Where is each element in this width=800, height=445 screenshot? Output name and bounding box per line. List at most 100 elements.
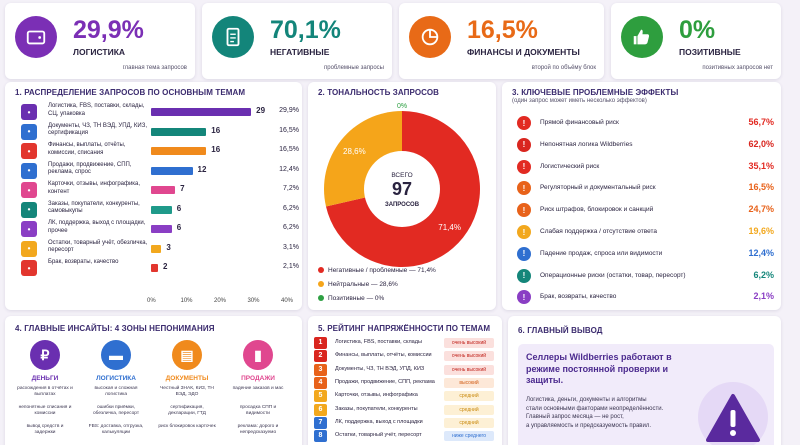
donut-center-bottom: ЗАПРОСОВ bbox=[385, 202, 420, 208]
ruble-icon: ₽ bbox=[30, 340, 60, 370]
tension-level-badge: средний bbox=[444, 417, 494, 428]
zone-title: ЛОГИСТИКА bbox=[96, 375, 136, 382]
conclusion-panel: 6. ГЛАВНЫЙ ВЫВОД Селлеры Wildberries раб… bbox=[508, 316, 781, 445]
rank-row: 6 Заказы, покупатели, конкуренты средний bbox=[312, 403, 496, 417]
slice-label: 71,4% bbox=[438, 223, 461, 232]
legend-item-positive: Позитивные — 0% bbox=[318, 295, 384, 302]
axis-tick-label: 10% bbox=[180, 298, 193, 304]
kpi-subtitle: второй по объёму блок bbox=[531, 65, 596, 71]
zone-item: Честный ЗНАК, КИЗ, ТН ВЭД, ЭДО bbox=[160, 386, 214, 397]
section-title: 4. ГЛАВНЫЕ ИНСАЙТЫ: 4 ЗОНЫ НЕПОНИМАНИЯ bbox=[15, 324, 215, 333]
zone-item: реклама: дорого и непредсказуемо bbox=[237, 424, 279, 435]
document-icon bbox=[212, 16, 254, 58]
effect-label: Логистический риск bbox=[540, 162, 600, 170]
chat-icon: ! bbox=[517, 225, 531, 239]
warning-icon: ! bbox=[517, 203, 531, 218]
slice-label: 28,6% bbox=[343, 147, 366, 156]
bar-value-label: 2,1% bbox=[283, 263, 299, 270]
kpi-card-2: 16,5% ФИНАНСЫ И ДОКУМЕНТЫ второй по объё… bbox=[399, 3, 604, 79]
wallet-icon: ! bbox=[517, 116, 531, 130]
kpi-card-3: 0% ПОЗИТИВНЫЕ позитивных запросов нет bbox=[611, 3, 781, 79]
effect-row: ! Операционные риски (остатки, товар, пер… bbox=[512, 267, 780, 287]
donut-center-value: 97 bbox=[392, 179, 412, 199]
rank-number: 6 bbox=[314, 403, 327, 416]
bar-label: Финансы, выплаты, отчёты, комиссии, спис… bbox=[48, 142, 126, 156]
conclusion-line: Логистика, деньги, документы и алгоритмы bbox=[526, 397, 647, 403]
bar-row: • Остатки, товарный учёт, обезличка, пере… bbox=[5, 239, 305, 259]
rank-label: Остатки, товарный учёт, пересорт bbox=[335, 432, 422, 439]
effect-row: ! Слабая поддержка / отсутствие ответа 19,… bbox=[512, 223, 780, 243]
bar-chart: • Логистика, FBS, поставки, склады, СЦ, у… bbox=[5, 102, 305, 304]
category-icon: • bbox=[21, 162, 37, 179]
category-icon: • bbox=[21, 104, 37, 120]
bar-row: • Финансы, выплаты, отчёты, комиссии, спи… bbox=[5, 141, 305, 161]
bar-value-label: 3,1% bbox=[283, 243, 299, 251]
zone-item: падение заказов и мас bbox=[232, 386, 284, 391]
bar-row: • Логистика, FBS, поставки, склады, СЦ, у… bbox=[5, 102, 305, 122]
effect-row: ! Логистический риск 35,1% bbox=[512, 158, 780, 178]
tension-level-badge: ниже среднего bbox=[444, 431, 494, 442]
effect-label: Непонятная логика Wildberries bbox=[540, 140, 633, 148]
kpi-card-0: 29,9% ЛОГИСТИКА главная тема запросов bbox=[5, 3, 195, 79]
effect-value: 16,5% bbox=[748, 182, 774, 193]
truck-icon: ▬ bbox=[101, 340, 131, 370]
effect-value: 6,2% bbox=[753, 269, 774, 280]
rank-row: 8 Остатки, товарный учёт, пересорт ниже ср… bbox=[312, 430, 496, 443]
zone-item: сертификация, декларации, ГТД bbox=[168, 405, 206, 416]
bar bbox=[151, 244, 162, 253]
rank-number: 3 bbox=[314, 363, 327, 376]
conclusion-body: Логистика, деньги, документы и алгоритмы… bbox=[526, 396, 701, 430]
pie-chart-icon bbox=[409, 16, 451, 58]
bar-count: 7 bbox=[180, 184, 185, 193]
effect-label: Брак, возвраты, качество bbox=[540, 293, 617, 301]
rank-number: 1 bbox=[314, 337, 327, 349]
rank-number: 8 bbox=[314, 430, 327, 443]
bar-label: Логистика, FBS, поставки, склады, СЦ, уп… bbox=[48, 103, 145, 117]
zone-item: риск блокировок карточек bbox=[158, 424, 216, 429]
section-title: 3. КЛЮЧЕВЫЕ ПРОБЛЕМНЫЕ ЭФФЕКТЫ bbox=[512, 88, 679, 97]
kpi-subtitle: позитивных запросов нет bbox=[702, 65, 773, 71]
wallet-icon bbox=[15, 16, 57, 58]
tension-level-badge: средний bbox=[444, 404, 494, 415]
rank-row: 7 ЛК, поддержка, выход с площадки средний bbox=[312, 416, 496, 430]
bar-label: Остатки, товарный учёт, обезличка, перес… bbox=[48, 239, 148, 254]
truck-icon: ! bbox=[517, 159, 531, 174]
bar-row: • Документы, ЧЗ, ТН ВЭД, УПД, КИЗ, сертиф… bbox=[5, 122, 305, 142]
effects-panel: 3. КЛЮЧЕВЫЕ ПРОБЛЕМНЫЕ ЭФФЕКТЫ (один зап… bbox=[502, 82, 781, 310]
rank-label: Карточки, отзывы, инфографика bbox=[335, 392, 418, 399]
bar-count: 29 bbox=[256, 106, 266, 115]
return-icon: ! bbox=[517, 290, 531, 305]
kpi-subtitle: проблемные запросы bbox=[323, 65, 384, 71]
donut-hole bbox=[364, 151, 440, 227]
bar bbox=[151, 166, 193, 175]
bar-label: ЛК, поддержка, выход с площадки, прочее bbox=[48, 220, 146, 234]
bar-row: • Карточки, отзывы, инфографика, контент 7… bbox=[5, 180, 305, 200]
conclusion-line: Главный запрос месяца — не рост, bbox=[526, 414, 624, 420]
conclusion-box: Селлеры Wildberries работают в режиме по… bbox=[518, 344, 774, 445]
effect-value: 19,6% bbox=[748, 226, 774, 236]
kpi-card-1: 70,1% НЕГАТИВНЫЕ проблемные запросы bbox=[202, 3, 392, 79]
kpi-title: ФИНАНСЫ И ДОКУМЕНТЫ bbox=[467, 47, 580, 57]
category-icon: • bbox=[21, 143, 37, 159]
effect-value: 56,7% bbox=[748, 117, 774, 127]
bar-row: • Заказы, покупатели, конкуренты, самовык… bbox=[5, 200, 305, 220]
axis-tick-label: 40% bbox=[281, 298, 294, 304]
tension-level-badge: очень высокий bbox=[444, 338, 494, 348]
category-icon: • bbox=[21, 260, 37, 276]
tension-level-badge: очень высокий bbox=[444, 364, 494, 375]
rank-label: ЛК, поддержка, выход с площадки bbox=[335, 418, 423, 425]
section-title: 5. РЕЙТИНГ НАПРЯЖЁННОСТИ ПО ТЕМАМ bbox=[318, 324, 491, 333]
zone-title: ПРОДАЖИ bbox=[241, 375, 275, 382]
conclusion-line: а управляемость и предсказуемость правил… bbox=[526, 422, 651, 429]
kpi-value: 0% bbox=[679, 16, 716, 44]
bar-label: Продажи, продвижение, СПП, реклама, спро… bbox=[48, 161, 132, 176]
kpi-value: 29,9% bbox=[73, 16, 144, 44]
bar-count: 6 bbox=[176, 223, 182, 232]
warning-icon bbox=[698, 382, 768, 445]
legend-item-neutral: Нейтральные — 28,6% bbox=[318, 281, 398, 288]
rank-number: 4 bbox=[314, 376, 327, 389]
kpi-title: ЛОГИСТИКА bbox=[73, 47, 126, 57]
thumbs-up-icon bbox=[621, 16, 663, 58]
zone-item: непонятные списания и комиссии bbox=[18, 405, 72, 416]
